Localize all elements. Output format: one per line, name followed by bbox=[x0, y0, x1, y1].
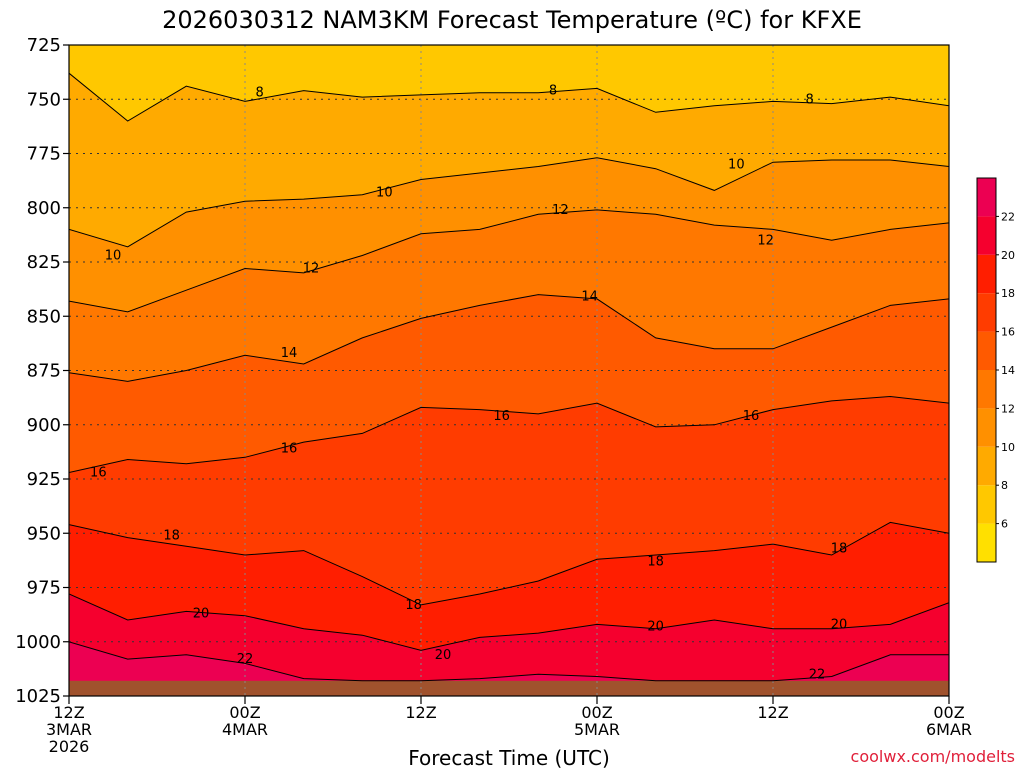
ground-fill bbox=[69, 680, 949, 696]
isotherm-label-18-3: 18 bbox=[831, 541, 848, 556]
x-tick-label-0-2: 2026 bbox=[49, 737, 90, 756]
band-18-20 bbox=[69, 522, 949, 651]
colorbar-swatch-12 bbox=[977, 370, 996, 409]
colorbar-swatch-4 bbox=[977, 523, 996, 562]
colorbar-swatch-10 bbox=[977, 408, 996, 447]
y-tick-label-725: 725 bbox=[27, 35, 61, 56]
colorbar: 6 8 10 12 14 16 18 20 22 bbox=[976, 177, 1015, 563]
isotherm-label-14-1: 14 bbox=[581, 290, 598, 305]
y-axis: 725 750 775 800 825 850 875 900 925 950 975 1000 102… bbox=[15, 35, 69, 707]
y-tick-label-750: 750 bbox=[27, 89, 61, 110]
y-tick-label-1000: 1000 bbox=[15, 632, 61, 653]
y-tick-label-800: 800 bbox=[27, 198, 61, 219]
isotherm-label-18-0: 18 bbox=[163, 528, 180, 543]
colorbar-label-6: 6 bbox=[1001, 518, 1008, 531]
isotherm-label-20-0: 20 bbox=[193, 607, 210, 622]
y-tick-label-900: 900 bbox=[27, 415, 61, 436]
x-axis-label: Forecast Time (UTC) bbox=[408, 746, 610, 768]
isotherm-20 bbox=[69, 593, 949, 651]
below-ground-area bbox=[69, 680, 949, 696]
colorbar-swatch-14 bbox=[977, 331, 996, 370]
isotherm-label-8-0: 8 bbox=[256, 86, 264, 101]
colorbar-label-16: 16 bbox=[1001, 326, 1015, 339]
x-tick-label-0-1: 3MAR bbox=[46, 720, 92, 739]
isotherm-label-22-0: 22 bbox=[237, 652, 254, 667]
colorbar-label-22: 22 bbox=[1001, 210, 1015, 223]
colorbar-label-8: 8 bbox=[1001, 479, 1008, 492]
y-tick-label-975: 975 bbox=[27, 578, 61, 599]
colorbar-label-12: 12 bbox=[1001, 402, 1015, 415]
isotherm-8 bbox=[69, 72, 949, 122]
band-16-18 bbox=[69, 396, 949, 605]
y-tick-label-950: 950 bbox=[27, 523, 61, 544]
colorbar-label-20: 20 bbox=[1001, 249, 1015, 262]
colorbar-label-14: 14 bbox=[1001, 364, 1015, 377]
y-tick-label-925: 925 bbox=[27, 469, 61, 490]
temperature-fill-bands bbox=[69, 45, 949, 696]
isotherm-labels: 8 8 8 10 10 10 12 12 12 14 14 16 16 16 16 18 18 18 18 20 20 2… bbox=[90, 84, 847, 683]
y-tick-label-875: 875 bbox=[27, 361, 61, 382]
isotherm-label-16-2: 16 bbox=[493, 409, 510, 424]
y-tick-label-1025: 1025 bbox=[15, 686, 61, 707]
x-tick-label-36-0: 00Z bbox=[581, 703, 612, 722]
x-tick-label-60-0: 00Z bbox=[933, 703, 964, 722]
isotherm-label-14-0: 14 bbox=[281, 346, 298, 361]
isotherm-10 bbox=[69, 157, 949, 248]
colorbar-swatch-18 bbox=[977, 254, 996, 294]
isotherm-label-18-1: 18 bbox=[405, 598, 422, 613]
isotherm-label-8-2: 8 bbox=[806, 92, 814, 107]
colorbar-label-18: 18 bbox=[1001, 287, 1015, 300]
isotherm-label-8-1: 8 bbox=[549, 84, 557, 99]
isotherm-12 bbox=[69, 209, 949, 313]
x-tick-label-60-1: 6MAR bbox=[926, 720, 972, 739]
isotherm-label-10-0: 10 bbox=[105, 248, 122, 263]
y-tick-label-775: 775 bbox=[27, 144, 61, 165]
grid-lines bbox=[69, 45, 949, 696]
colorbar-swatch-16 bbox=[977, 293, 996, 332]
x-tick-label-36-1: 5MAR bbox=[574, 720, 620, 739]
isotherm-18 bbox=[69, 521, 949, 606]
isotherm-label-10-2: 10 bbox=[728, 157, 745, 172]
isotherm-label-12-0: 12 bbox=[303, 262, 320, 277]
x-tick-label-24-0: 12Z bbox=[405, 703, 436, 722]
x-tick-label-0-0: 12Z bbox=[53, 703, 84, 722]
band-10-12 bbox=[69, 157, 949, 312]
isotherm-label-12-1: 12 bbox=[552, 203, 569, 218]
colorbar-swatch-6 bbox=[977, 485, 996, 524]
isotherm-contours bbox=[69, 72, 949, 682]
x-tick-label-12-1: 4MAR bbox=[222, 720, 268, 739]
y-tick-label-825: 825 bbox=[27, 252, 61, 273]
x-tick-label-48-0: 12Z bbox=[757, 703, 788, 722]
isotherm-16 bbox=[69, 395, 949, 473]
isotherm-label-12-2: 12 bbox=[757, 233, 774, 248]
isotherm-14 bbox=[69, 294, 949, 382]
isotherm-label-16-0: 16 bbox=[90, 465, 107, 480]
band-8-10 bbox=[69, 73, 949, 247]
isotherm-label-16-1: 16 bbox=[281, 442, 298, 457]
isotherm-label-20-3: 20 bbox=[831, 617, 848, 632]
band-20-22 bbox=[69, 594, 949, 681]
isotherm-label-10-1: 10 bbox=[376, 186, 393, 201]
colorbar-swatch-22 bbox=[977, 178, 996, 217]
colorbar-swatch-8 bbox=[977, 446, 996, 486]
band-6-8 bbox=[69, 45, 949, 121]
isotherm-label-22-1: 22 bbox=[809, 667, 826, 682]
isotherm-label-18-2: 18 bbox=[647, 554, 664, 569]
x-tick-label-12-0: 00Z bbox=[229, 703, 260, 722]
isotherm-label-16-3: 16 bbox=[743, 409, 760, 424]
credit-link[interactable]: coolwx.com/modelts bbox=[851, 747, 1015, 766]
isotherm-label-20-1: 20 bbox=[435, 648, 452, 663]
y-tick-label-850: 850 bbox=[27, 306, 61, 327]
isotherm-label-20-2: 20 bbox=[647, 620, 664, 635]
isotherm-22 bbox=[69, 641, 949, 682]
chart-title: 2026030312 NAM3KM Forecast Temperature (… bbox=[162, 6, 862, 34]
colorbar-label-10: 10 bbox=[1001, 441, 1015, 454]
band-12-14 bbox=[69, 209, 949, 382]
colorbar-swatch-20 bbox=[977, 216, 996, 255]
band-14-16 bbox=[69, 294, 949, 473]
